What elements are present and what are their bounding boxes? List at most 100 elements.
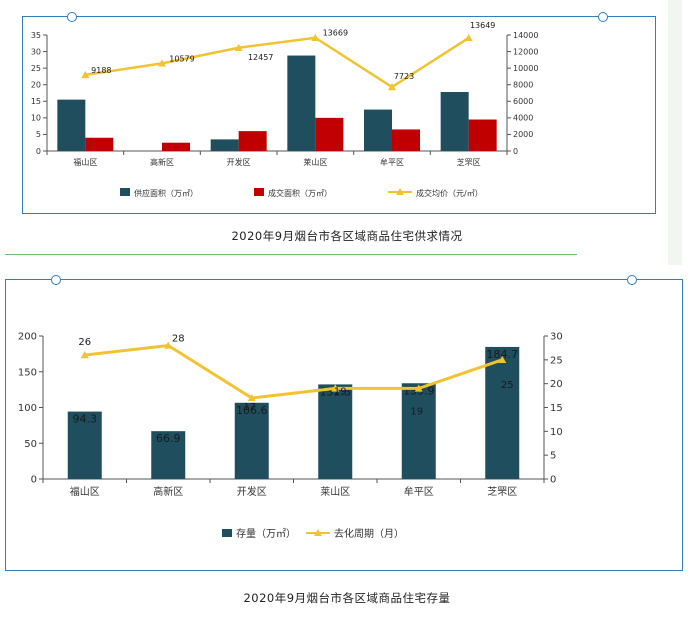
right-axis-tick-label: 0 xyxy=(513,147,518,156)
bar-secondary xyxy=(392,129,420,151)
left-axis-tick-label: 15 xyxy=(31,97,41,106)
supply-demand-chart: 0 5 10 15 20 25 30 35 0 2000 4000 6000 8000 10000 1200… xyxy=(31,21,539,198)
line-series xyxy=(84,343,503,400)
line-data-label: 19 xyxy=(410,406,423,417)
bar-primary xyxy=(318,384,353,479)
line-data-label: 10579 xyxy=(169,54,194,63)
left-axis-tick-label: 20 xyxy=(31,81,41,90)
legend-label: 成交面积（万㎡） xyxy=(268,188,332,198)
chart-caption-supply-demand: 2020年9月烟台市各区域商品住宅供求情况 xyxy=(231,229,463,243)
left-axis-tick-label: 5 xyxy=(36,130,41,139)
x-axis-category-label: 高新区 xyxy=(150,157,174,167)
selection-handle-right-2[interactable] xyxy=(627,275,637,285)
legend-swatch xyxy=(120,188,130,196)
line-series xyxy=(85,36,470,89)
line-data-label: 28 xyxy=(172,334,185,345)
line-data-label: 12457 xyxy=(248,53,273,62)
x-axis-category-label: 高新区 xyxy=(153,485,183,498)
chart-caption-inventory: 2020年9月烟台市各区域商品住宅存量 xyxy=(243,591,451,605)
x-axis-category-label: 福山区 xyxy=(70,485,100,498)
right-axis-tick-label: 10000 xyxy=(513,64,538,73)
right-axis-tick-label: 2000 xyxy=(513,130,533,139)
legend-label: 成交均价（元/㎡） xyxy=(416,188,483,198)
side-scrollbar-strip xyxy=(668,0,682,265)
bar-secondary xyxy=(468,119,497,151)
selection-handle-left-2[interactable] xyxy=(51,275,61,285)
line-point-marker xyxy=(164,341,173,349)
bar-primary xyxy=(151,431,186,479)
right-axis-tick-label: 25 xyxy=(550,355,563,366)
legend-label: 存量（万㎡） xyxy=(236,527,296,540)
right-axis-tick-label: 12000 xyxy=(513,47,538,56)
legend-marker xyxy=(314,529,322,536)
x-axis-category-label: 开发区 xyxy=(227,157,251,167)
line-point-marker xyxy=(158,59,166,67)
inventory-chart: 0 50 100 150 200 0 5 10 15 20 25 30 福山区 高新区 开发区 莱山区 牟平区 芝… xyxy=(18,332,563,541)
legend-marker xyxy=(396,188,404,195)
line-data-label: 19 xyxy=(334,386,347,397)
line-data-label: 25 xyxy=(501,380,514,391)
line-point-marker xyxy=(311,33,320,41)
left-axis-tick-label: 35 xyxy=(31,31,41,40)
bar-primary xyxy=(287,55,316,152)
legend-swatch xyxy=(254,188,264,196)
right-axis-tick-label: 20 xyxy=(550,379,563,390)
line-point-marker xyxy=(81,70,90,79)
right-axis-tick-label: 30 xyxy=(550,332,563,343)
right-axis-tick-label: 4000 xyxy=(513,114,533,123)
line-data-label: 9188 xyxy=(91,66,111,75)
right-axis-tick-label: 8000 xyxy=(513,81,533,90)
line-data-label: 13669 xyxy=(323,29,348,38)
bar-data-label: 184.7 xyxy=(487,348,519,361)
line-point-marker xyxy=(331,384,340,392)
left-axis-tick-label: 200 xyxy=(18,332,37,343)
x-axis-category-label: 牟平区 xyxy=(404,485,434,498)
selection-handle-right[interactable] xyxy=(598,12,608,22)
bar-primary xyxy=(234,402,269,479)
left-axis-tick-label: 100 xyxy=(18,403,37,414)
line-data-label: 26 xyxy=(78,337,91,348)
legend-label: 去化周期（月） xyxy=(334,527,404,540)
right-axis-tick-label: 10 xyxy=(550,427,563,438)
x-axis-category-label: 芝罘区 xyxy=(457,157,481,167)
bar-primary xyxy=(67,411,102,479)
line-point-marker xyxy=(234,43,243,51)
left-axis-tick-label: 150 xyxy=(18,367,37,378)
line-point-marker xyxy=(498,355,507,364)
right-axis-tick-label: 5 xyxy=(550,451,556,462)
bar-primary xyxy=(364,109,392,151)
x-axis-category-label: 开发区 xyxy=(237,485,267,498)
line-point-marker xyxy=(80,351,89,359)
bar-secondary xyxy=(85,137,114,151)
selection-handle-left[interactable] xyxy=(67,12,77,22)
line-point-marker xyxy=(414,384,423,392)
left-axis-tick-label: 0 xyxy=(31,475,37,486)
bar-secondary xyxy=(162,142,190,151)
chart-panel-supply-demand: 0 5 10 15 20 25 30 35 0 2000 4000 6000 8000 10000 1200… xyxy=(22,16,656,214)
right-axis-tick-label: 14000 xyxy=(513,31,538,40)
line-data-label: 7723 xyxy=(394,72,414,81)
bar-primary xyxy=(485,346,520,479)
line-point-marker xyxy=(388,83,396,91)
line-point-marker xyxy=(247,393,256,402)
bar-data-label: 66.9 xyxy=(156,432,181,445)
line-data-label: 17 xyxy=(243,402,256,413)
bar-secondary xyxy=(238,131,267,151)
left-axis-tick-label: 50 xyxy=(24,439,37,450)
x-axis-category-label: 莱山区 xyxy=(303,157,327,167)
legend-swatch xyxy=(222,529,232,537)
x-axis-category-label: 福山区 xyxy=(73,157,97,167)
x-axis-category-label: 莱山区 xyxy=(320,486,350,498)
line-data-label: 13649 xyxy=(470,21,495,30)
left-axis-tick-label: 25 xyxy=(31,64,41,73)
bar-primary xyxy=(57,99,86,151)
bar-data-label: 94.3 xyxy=(73,413,98,426)
right-axis-tick-label: 6000 xyxy=(513,97,533,106)
bar-primary xyxy=(210,139,239,151)
right-axis-tick-label: 15 xyxy=(550,403,563,414)
left-axis-tick-label: 0 xyxy=(36,147,41,156)
bar-secondary xyxy=(315,117,344,151)
line-point-marker xyxy=(464,33,473,42)
bar-data-label: 106.6 xyxy=(236,404,268,417)
bar-primary xyxy=(401,383,436,479)
